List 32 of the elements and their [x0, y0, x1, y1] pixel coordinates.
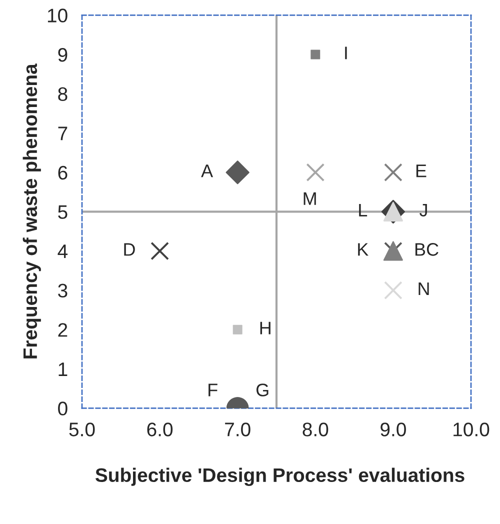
y-tick-label: 0: [58, 402, 68, 416]
y-tick-label: 9: [58, 48, 68, 62]
y-axis-title: Frequency of waste phenomena: [22, 64, 41, 358]
x-tick-label: 7.0: [225, 422, 250, 436]
y-tick-label: 8: [58, 87, 68, 102]
series-label: A: [201, 164, 214, 178]
y-tick-label: 7: [58, 126, 68, 140]
series-label: G: [256, 384, 268, 396]
x-axis-title: Subjective 'Design Process' evaluations: [95, 468, 464, 486]
series-label: M: [304, 192, 316, 205]
series-label: E: [416, 164, 426, 178]
y-tick-label: 4: [58, 244, 68, 258]
series-label: F: [208, 384, 218, 396]
series-label: BC: [415, 243, 438, 256]
x-tick-label: 8.0: [302, 422, 328, 436]
x-tick-label: 6.0: [147, 422, 173, 436]
series-label: H: [260, 322, 270, 334]
series-label: D: [124, 243, 135, 256]
y-tick-label: 6: [58, 166, 68, 180]
y-tick-label: 10: [48, 8, 68, 22]
series-label: N: [418, 282, 429, 295]
y-tick-label: 3: [58, 284, 68, 298]
series-label: L: [359, 204, 368, 216]
series-label: K: [358, 243, 368, 256]
x-tick-label: 10.0: [454, 422, 490, 436]
y-tick-label: 5: [58, 205, 68, 219]
x-tick-label: 5.0: [69, 422, 95, 436]
series-label: I: [345, 46, 347, 60]
y-tick-label: 2: [58, 323, 68, 337]
y-tick-label: 1: [58, 362, 68, 376]
series-label: J: [420, 204, 427, 217]
x-tick-label: 9.0: [380, 422, 406, 436]
